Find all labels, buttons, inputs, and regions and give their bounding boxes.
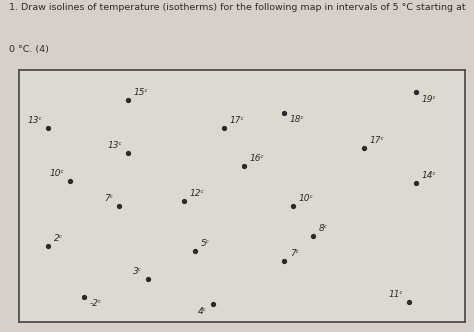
Text: 5ᶜ: 5ᶜ — [201, 239, 210, 248]
Text: 12ᶜ: 12ᶜ — [190, 189, 204, 198]
Text: 15ᶜ: 15ᶜ — [134, 88, 149, 97]
Text: 1. Draw isolines of temperature (isotherms) for the following map in intervals o: 1. Draw isolines of temperature (isother… — [9, 3, 466, 12]
Text: 18ᶜ: 18ᶜ — [290, 115, 305, 124]
Text: 10ᶜ: 10ᶜ — [49, 169, 64, 178]
Text: 13ᶜ: 13ᶜ — [108, 141, 122, 150]
Text: 7ᶜ: 7ᶜ — [104, 194, 113, 203]
Text: 14ᶜ: 14ᶜ — [421, 171, 436, 180]
Text: 11ᶜ: 11ᶜ — [388, 290, 403, 299]
Text: -2ᶜ: -2ᶜ — [90, 299, 102, 308]
Text: 16ᶜ: 16ᶜ — [250, 154, 264, 163]
Text: 8ᶜ: 8ᶜ — [319, 224, 328, 233]
Text: 7ᶜ: 7ᶜ — [290, 249, 299, 258]
Text: 17ᶜ: 17ᶜ — [230, 116, 245, 125]
Text: 0 °C. (4): 0 °C. (4) — [9, 45, 49, 54]
Text: 4ᶜ: 4ᶜ — [198, 307, 207, 316]
Text: 13ᶜ: 13ᶜ — [27, 116, 42, 125]
Text: 10ᶜ: 10ᶜ — [299, 194, 314, 203]
Text: 3ᶜ: 3ᶜ — [133, 267, 142, 276]
Text: 17ᶜ: 17ᶜ — [370, 136, 385, 145]
Text: 2ᶜ: 2ᶜ — [54, 234, 63, 243]
Text: 19ᶜ: 19ᶜ — [421, 95, 436, 104]
